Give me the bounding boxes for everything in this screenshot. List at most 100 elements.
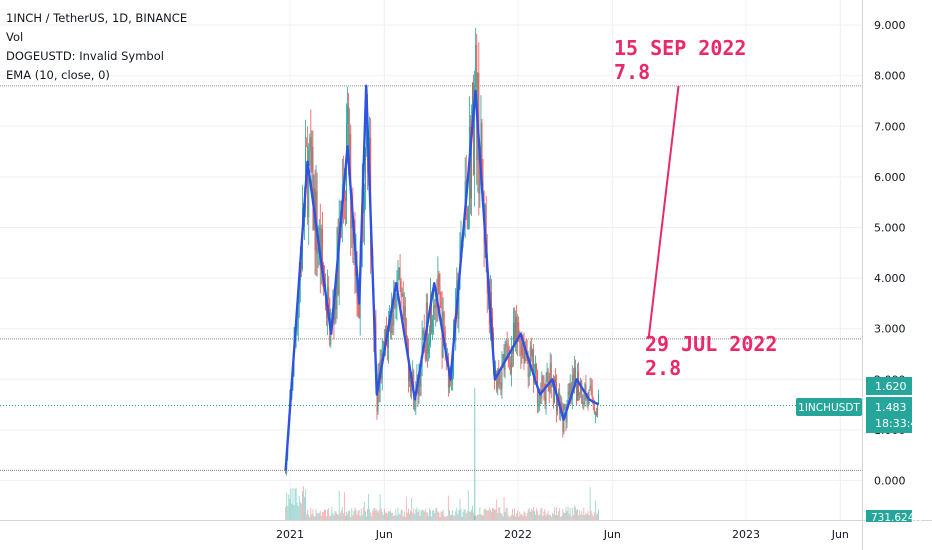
volume-bar [544,509,546,520]
volume-bar [373,508,375,520]
candle-body [542,376,544,378]
candle-body [334,289,336,321]
candle-body [576,384,577,401]
volume-bar [292,487,294,520]
candle-body [382,341,384,348]
candle-body [440,301,442,308]
volume-bar [387,514,388,520]
price-tick-label: 6.000 [874,171,906,184]
volume-bar [454,515,456,520]
candle-body [321,229,323,266]
volume-bar [353,511,355,520]
volume-bar [370,512,372,520]
legend-vol[interactable]: Vol [6,30,24,44]
candle-body [384,328,386,348]
candle-body [433,304,435,320]
volume-bar [524,512,526,520]
volume-bar [499,507,501,520]
candle-body [567,391,569,406]
volume-bar [523,511,525,520]
volume-bar [485,509,487,520]
candle-body [583,401,585,405]
volume-bar [313,515,315,520]
candle-body [505,343,507,349]
candle-body [579,394,581,396]
volume-bar [336,513,338,520]
candle-body [397,278,399,289]
volume-bar [328,508,330,520]
candle-body [546,371,548,380]
volume-bar [479,507,481,520]
volume-label: 731.624K [871,512,922,524]
volume-bar [289,498,291,520]
time-tick-label: Jun [375,528,393,541]
annotation-bottom-value: 2.8 [645,356,681,380]
candle-body [501,360,503,390]
candle-body [437,274,439,308]
volume-bar [501,513,503,520]
volume-bar [343,492,345,520]
candle-body [472,82,473,127]
legend-invalid-symbol[interactable]: DOGEUSTD: Invalid Symbol [6,49,164,63]
candle-body [420,367,422,387]
candle-body [592,402,594,408]
volume-bar [539,514,541,520]
candle-body [435,298,437,309]
volume-bar [366,516,367,520]
candle-body [481,122,483,184]
volume-bar [445,516,447,520]
candle-body [338,218,340,295]
candle-body [460,239,462,245]
volume-bar [318,512,320,520]
volume-bar [322,511,324,520]
volume-bar [586,513,588,520]
volume-bar [531,510,533,520]
time-axis[interactable]: 2021 Jun 2022 Jun 2023 Jun [276,528,849,541]
volume-bar [356,514,358,520]
volume-bar [413,508,415,520]
volume-bar [286,492,288,520]
candle-body [517,322,519,341]
volume-bar [393,516,395,520]
candle-body [539,388,541,405]
annotation-bottom-date: 29 JUL 2022 [645,332,777,356]
volume-bar [550,516,552,520]
ema-label-bg [866,377,912,395]
volume-bar [395,509,397,520]
candle-body [403,306,405,321]
volume-bar [487,510,489,520]
candle-body [416,374,418,385]
volume-bar [330,515,332,520]
legend-title[interactable]: 1INCH / TetherUS, 1D, BINANCE [6,11,188,25]
price-tick-label: 0.000 [874,475,906,488]
volume-bar [585,512,587,520]
candle-body [507,345,509,354]
candle-body [429,342,430,345]
candle-body [514,322,515,344]
volume-bar [494,509,496,520]
projection-line [647,85,680,339]
legend-ema[interactable]: EMA (10, close, 0) [6,68,110,82]
candle-body [593,407,595,414]
candle-body [561,401,563,406]
volume-bar [307,509,309,520]
volume-bar [543,511,545,520]
volume-bar [300,503,302,520]
zigzag-line [284,84,600,471]
volume-bar [517,510,519,520]
candle-body [467,205,469,229]
volume-bar [316,513,318,520]
candle-body [518,322,520,337]
volume-bar [526,513,528,520]
candle-body [475,44,477,87]
volume-bar [471,509,472,520]
volume-bar [345,515,346,520]
volume-bar [546,513,548,520]
volume-bar [496,499,498,520]
volume-bar [375,510,377,520]
candle-body [312,146,314,230]
volume-bar [411,497,413,520]
candle-body [498,368,500,385]
